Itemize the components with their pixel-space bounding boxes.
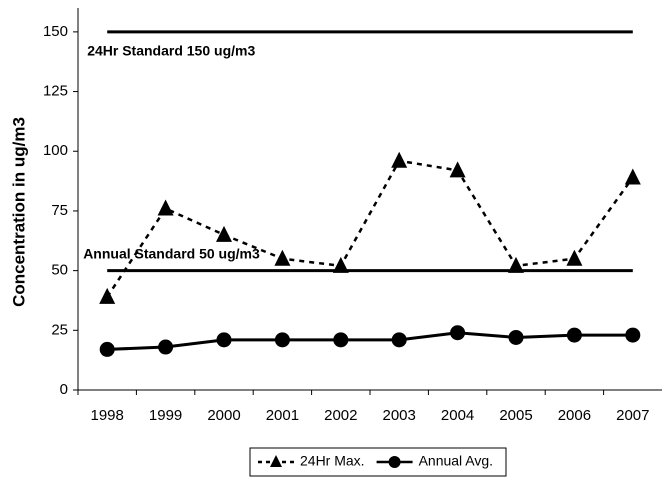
point xyxy=(216,225,232,242)
point xyxy=(391,332,407,348)
point xyxy=(158,339,174,355)
x-tick-label: 2007 xyxy=(616,407,649,424)
y-tick-label: 50 xyxy=(51,262,68,279)
x-tick-label: 2000 xyxy=(207,407,240,424)
legend-label: 24Hr Max. xyxy=(300,453,365,469)
x-tick-label: 2004 xyxy=(441,407,474,424)
y-tick-label: 25 xyxy=(51,321,68,338)
legend-marker xyxy=(270,455,282,467)
x-tick-label: 2005 xyxy=(499,407,532,424)
point xyxy=(99,341,115,357)
x-tick-label: 2006 xyxy=(558,407,591,424)
point xyxy=(625,327,641,343)
y-tick-label: 125 xyxy=(43,83,68,100)
reference-label: Annual Standard 50 ug/m3 xyxy=(83,245,260,261)
y-tick-label: 75 xyxy=(51,202,68,219)
series-line xyxy=(106,159,634,298)
legend-marker xyxy=(388,456,401,468)
point xyxy=(566,249,583,266)
point xyxy=(333,332,349,348)
series-line xyxy=(107,331,633,351)
x-tick-label: 2001 xyxy=(266,407,299,424)
point xyxy=(508,256,524,273)
point xyxy=(99,287,116,304)
x-tick-label: 1998 xyxy=(91,407,124,424)
x-tick-label: 2002 xyxy=(324,407,357,424)
point xyxy=(274,332,290,348)
y-tick-label: 150 xyxy=(43,23,68,40)
x-tick-label: 2003 xyxy=(383,407,416,424)
point xyxy=(157,199,174,216)
point xyxy=(566,327,582,343)
point xyxy=(450,325,466,341)
point xyxy=(624,168,641,185)
point xyxy=(508,329,524,345)
x-tick-label: 1999 xyxy=(149,407,182,424)
legend-label: Annual Avg. xyxy=(419,453,493,469)
point xyxy=(274,249,291,266)
y-tick-label: 100 xyxy=(43,142,68,159)
y-axis-label: Concentration in ug/m3 xyxy=(9,117,28,307)
point xyxy=(216,332,232,348)
point xyxy=(391,151,408,168)
y-tick-label: 0 xyxy=(60,381,68,398)
point xyxy=(449,161,466,178)
reference-label: 24Hr Standard 150 ug/m3 xyxy=(87,43,255,59)
point xyxy=(332,256,349,273)
